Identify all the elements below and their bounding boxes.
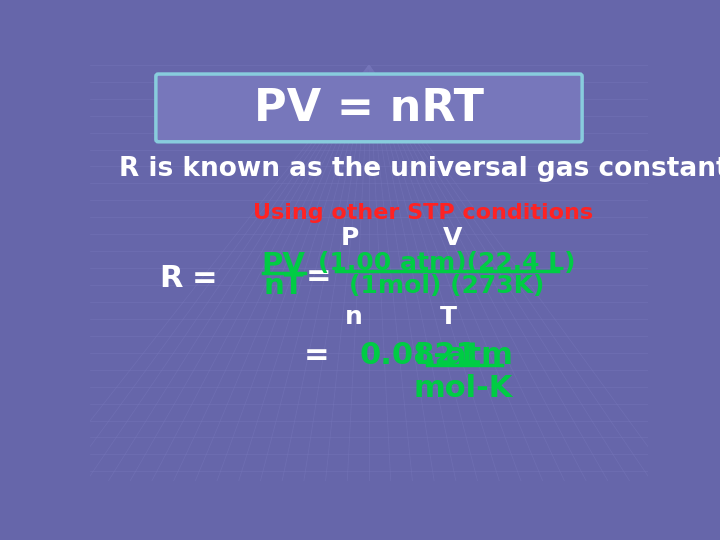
Text: PV: PV [262,251,306,279]
Text: PV = nRT: PV = nRT [254,87,484,130]
Text: (1mol) (273K): (1mol) (273K) [348,274,544,298]
Text: L-atm: L-atm [414,341,513,370]
Text: T: T [439,305,456,329]
Text: Using other STP conditions: Using other STP conditions [253,204,593,224]
Text: V: V [443,226,462,250]
FancyBboxPatch shape [156,74,582,142]
Text: R: R [160,265,184,293]
Text: mol-K: mol-K [414,374,513,403]
Text: R is known as the universal gas constant: R is known as the universal gas constant [120,156,720,182]
Text: =: = [306,262,331,291]
Text: =: = [192,265,217,293]
Text: P: P [341,226,359,250]
Text: n: n [345,305,362,329]
Text: =: = [304,341,329,370]
Text: nT: nT [264,272,304,300]
Text: 0.0821: 0.0821 [360,341,477,370]
Text: (1.00 atm)(22.4 L): (1.00 atm)(22.4 L) [318,251,575,275]
